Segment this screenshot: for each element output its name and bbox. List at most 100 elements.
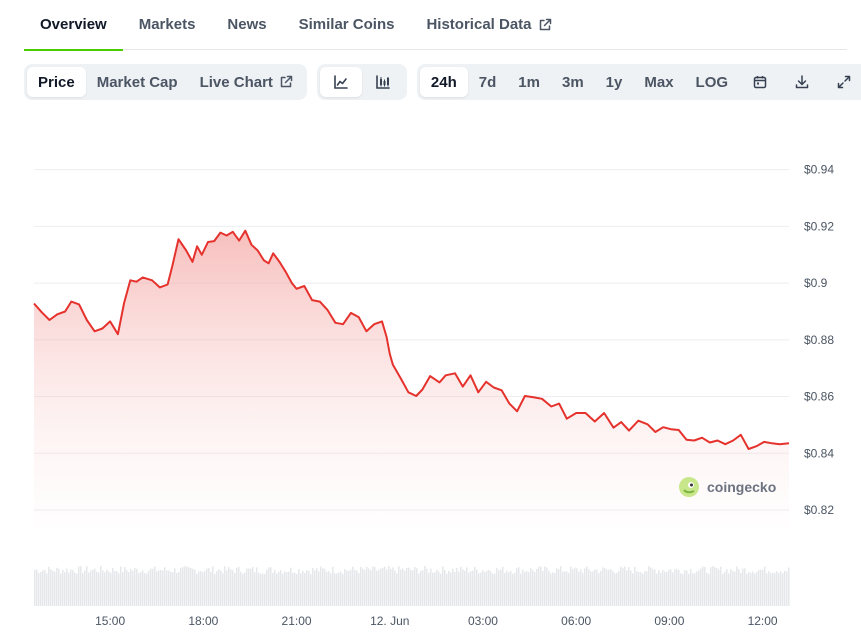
range-24h-button[interactable]: 24h	[419, 67, 468, 97]
calendar-button[interactable]	[739, 67, 781, 97]
tab-similar-coins[interactable]: Similar Coins	[283, 0, 411, 50]
download-button[interactable]	[781, 67, 823, 97]
metric-market-cap-button[interactable]: Market Cap	[86, 67, 189, 97]
volume-bar	[242, 573, 244, 606]
volume-bar	[514, 572, 516, 606]
volume-bar	[354, 569, 356, 606]
volume-bar	[74, 572, 76, 606]
volume-bar	[130, 569, 132, 606]
volume-bar	[396, 573, 398, 606]
y-tick-label: $0.92	[804, 219, 834, 233]
tab-markets[interactable]: Markets	[123, 0, 212, 50]
volume-bar	[224, 566, 226, 606]
volume-bar	[682, 573, 684, 606]
volume-bar	[348, 570, 350, 606]
volume-bar	[126, 570, 128, 606]
range-max-button[interactable]: Max	[644, 73, 674, 91]
volume-bar	[60, 573, 62, 606]
metric-price-button[interactable]: Price	[27, 67, 86, 97]
volume-bar	[268, 567, 270, 606]
candlestick-chart-icon	[376, 75, 390, 89]
tab-news[interactable]: News	[211, 0, 282, 50]
download-icon	[795, 75, 809, 89]
volume-bar	[326, 571, 328, 606]
volume-bar	[110, 572, 112, 606]
x-tick-label: 12. Jun	[370, 614, 409, 628]
volume-bar	[196, 573, 198, 606]
volume-bar	[328, 571, 330, 606]
volume-bar	[142, 570, 144, 606]
volume-bar	[678, 570, 680, 606]
line-chart-button[interactable]	[319, 67, 362, 97]
volume-bar	[402, 568, 404, 606]
volume-bar	[656, 573, 658, 606]
volume-bar	[642, 573, 644, 606]
volume-bar	[118, 573, 120, 606]
volume-bar	[280, 570, 282, 606]
volume-bar	[538, 566, 540, 606]
volume-bar	[614, 573, 616, 606]
range-log-button[interactable]: LOG	[695, 73, 729, 91]
metric-label: Market Cap	[96, 73, 178, 91]
volume-bar	[574, 567, 576, 606]
volume-bar	[338, 572, 340, 606]
metric-label: Live Chart	[199, 73, 273, 91]
volume-bar	[266, 569, 268, 606]
volume-bar	[44, 569, 46, 606]
x-tick-label: 21:00	[282, 614, 312, 628]
volume-bar	[36, 569, 38, 606]
volume-bar	[318, 571, 320, 606]
volume-bar	[48, 566, 50, 606]
volume-bar	[446, 573, 448, 606]
volume-bar	[174, 568, 176, 606]
volume-bar	[334, 573, 336, 606]
volume-bar	[786, 571, 788, 606]
volume-bar	[220, 570, 222, 606]
price-chart[interactable]: $0.82 $0.84 $0.86 $0.88 $0.9 $0.92 $0.94 15:00…	[0, 120, 861, 642]
range-3m-button[interactable]: 3m	[561, 73, 584, 91]
volume-bar	[534, 572, 536, 606]
volume-bar	[294, 572, 296, 606]
x-tick-label: 18:00	[188, 614, 218, 628]
expand-button[interactable]	[823, 67, 861, 97]
volume-bar	[418, 573, 420, 606]
volume-bar	[650, 567, 652, 606]
metric-label: Price	[38, 73, 75, 91]
volume-bar	[674, 569, 676, 606]
volume-bar	[72, 570, 74, 606]
range-7d-button[interactable]: 7d	[478, 73, 497, 91]
volume-bar	[652, 569, 654, 606]
y-tick-label: $0.84	[804, 446, 834, 460]
volume-bar	[628, 567, 630, 606]
volume-bar	[262, 573, 264, 606]
volume-bar	[158, 570, 160, 606]
volume-bar	[234, 572, 236, 606]
volume-bar	[218, 569, 220, 606]
volume-bar	[520, 573, 522, 606]
metric-live-chart-button[interactable]: Live Chart	[189, 67, 304, 97]
volume-bar	[370, 570, 372, 606]
volume-bar	[426, 568, 428, 606]
volume-bar	[374, 566, 376, 606]
volume-bar	[272, 572, 274, 606]
range-1m-button[interactable]: 1m	[518, 73, 540, 91]
volume-bar	[300, 573, 302, 606]
volume-bar	[160, 570, 162, 606]
volume-bar	[648, 566, 650, 606]
volume-bar	[500, 569, 502, 606]
volume-bar	[744, 568, 746, 606]
volume-bar	[486, 570, 488, 606]
candlestick-chart-button[interactable]	[362, 67, 404, 97]
volume-bar	[276, 573, 278, 606]
volume-bar	[76, 573, 78, 606]
range-1y-button[interactable]: 1y	[605, 73, 623, 91]
volume-bar	[182, 567, 184, 606]
volume-bar	[526, 571, 528, 606]
volume-bar	[336, 573, 338, 606]
volume-bar	[774, 572, 776, 606]
volume-bar	[784, 570, 786, 606]
tab-overview[interactable]: Overview	[24, 0, 123, 51]
tab-historical-data[interactable]: Historical Data	[410, 0, 567, 50]
volume-bar	[190, 568, 192, 606]
volume-bar	[54, 571, 56, 606]
